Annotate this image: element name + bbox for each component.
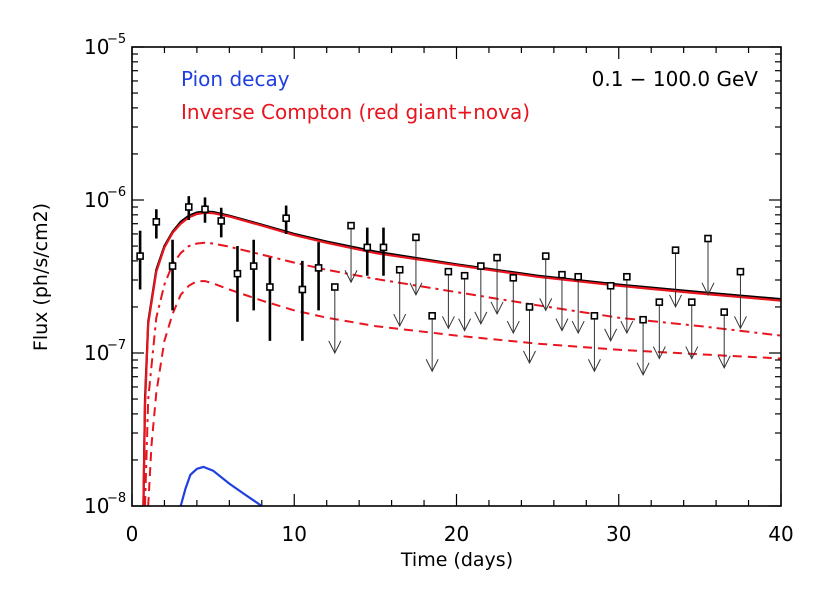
upper-limit-point (525, 303, 534, 311)
detection-point (314, 264, 323, 272)
x-tick-label: 20 (444, 522, 469, 546)
upper-limit-point (574, 272, 582, 281)
upper-limit-point (493, 253, 501, 262)
upper-limit-point (347, 221, 355, 230)
y-tick-labels: 10−810−710−610−5 (84, 32, 126, 518)
ic-red-giant-curve (144, 241, 781, 506)
upper-limit-arrowhead (393, 313, 407, 328)
upper-limit-point (395, 265, 404, 274)
upper-limit-arrowhead (701, 282, 715, 296)
upper-limit-point (639, 315, 647, 324)
x-tick-label: 10 (282, 522, 307, 546)
ic-nova-curve (147, 280, 781, 506)
energy-range-label: 0.1 − 100.0 GeV (592, 67, 759, 91)
y-tick-label: 10 (84, 341, 109, 365)
upper-limit-arrowhead (539, 298, 553, 312)
upper-limit-arrowhead (717, 355, 731, 369)
upper-limit-arrowhead (620, 320, 634, 335)
detection-point (152, 218, 161, 226)
detection-point (298, 285, 307, 294)
detection-point (201, 205, 209, 214)
y-tick-label: 10 (84, 35, 109, 59)
upper-limit-point (606, 281, 615, 290)
upper-limit-point (704, 234, 712, 243)
upper-limit-arrowhead (669, 294, 682, 309)
upper-limit-point (623, 272, 631, 281)
detection-point (266, 283, 274, 291)
upper-limit-point (412, 233, 420, 242)
upper-limit-point (558, 270, 566, 279)
ic-total-curve (142, 211, 781, 506)
data-points (136, 196, 747, 376)
x-tick-labels: 0 10 20 30 40 (126, 522, 794, 546)
upper-limit-arrowhead (733, 316, 747, 330)
detection-point (184, 203, 193, 211)
upper-limit-point (655, 298, 664, 306)
upper-limit-arrowhead (555, 318, 569, 332)
model-curves (142, 210, 781, 506)
upper-limit-arrowhead (474, 311, 488, 325)
y-tick-label: 10 (84, 494, 109, 518)
upper-limit-arrowhead (490, 301, 504, 316)
upper-limit-point (477, 262, 485, 270)
upper-limit-point (444, 267, 453, 276)
detection-point (168, 262, 177, 270)
upper-limit-arrowhead (571, 320, 585, 335)
upper-limit-point (590, 312, 599, 320)
plot-frame (131, 46, 782, 507)
upper-limit-point (509, 274, 518, 282)
upper-limit-point (720, 308, 729, 316)
upper-limit-arrowhead (636, 362, 650, 376)
detection-point (249, 262, 258, 270)
upper-limit-point (331, 283, 339, 291)
upper-limit-point (671, 246, 680, 254)
detection-point (282, 214, 290, 223)
y-tick-exponent: −8 (107, 491, 126, 506)
pion-decay-curve (179, 465, 263, 506)
upper-limit-point (736, 267, 745, 276)
upper-limit-point (460, 271, 469, 280)
x-tick-label: 30 (606, 522, 631, 546)
upper-limit-arrowhead (604, 328, 618, 343)
upper-limit-arrowhead (523, 350, 536, 365)
upper-limit-arrowhead (587, 359, 601, 373)
legend-pion-decay: Pion decay (181, 67, 290, 91)
y-axis-label: Flux (ph/s/cm2) (30, 203, 52, 351)
upper-limit-point (541, 252, 550, 260)
y-tick-exponent: −7 (107, 338, 126, 353)
upper-limit-arrowhead (506, 320, 520, 335)
upper-limit-arrowhead (409, 282, 423, 296)
detection-point (136, 252, 144, 260)
x-tick-label: 0 (126, 522, 139, 546)
axis-ticks (131, 46, 782, 507)
upper-limit-arrowhead (458, 318, 472, 332)
upper-limit-arrowhead (425, 359, 439, 373)
y-tick-exponent: −6 (107, 185, 126, 200)
y-tick-exponent: −5 (107, 32, 126, 47)
detection-point (363, 243, 372, 252)
upper-limit-arrowhead (344, 270, 358, 284)
detection-point (217, 217, 226, 225)
x-axis-label: Time (days) (400, 549, 513, 571)
upper-limit-arrowhead (441, 316, 455, 330)
total-model-curve (142, 210, 781, 506)
upper-limit-point (687, 298, 696, 306)
detection-point (233, 269, 242, 278)
upper-limit-arrowhead (685, 346, 699, 360)
x-tick-label: 40 (768, 522, 793, 546)
legend-inverse-compton: Inverse Compton (red giant+nova) (181, 100, 530, 124)
upper-limit-arrowhead (328, 340, 342, 355)
upper-limit-point (428, 312, 436, 320)
upper-limit-arrowhead (652, 346, 666, 360)
detection-point (379, 243, 388, 252)
y-tick-label: 10 (84, 188, 109, 212)
